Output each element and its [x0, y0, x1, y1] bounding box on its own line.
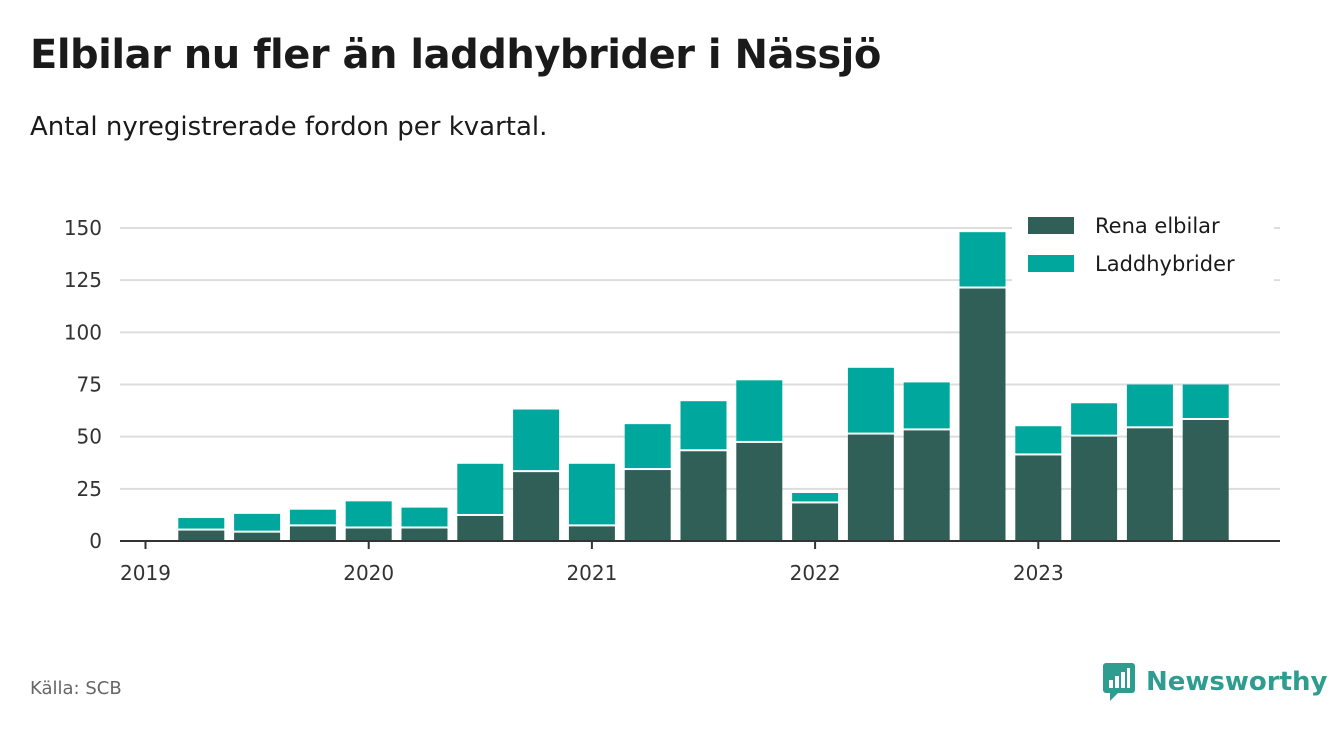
bar-laddhybrider-2023-q2 — [1071, 403, 1118, 435]
bar-laddhybrider-2023-q3 — [1126, 384, 1173, 427]
source-note: Källa: SCB — [30, 678, 122, 699]
axes: 0 25 50 75 100 125 150 2019 2020 2021 2022 2023 — [64, 216, 1280, 585]
bar-laddhybrider-2020-q4 — [513, 409, 560, 471]
bar-rena-elbilar-2023-q4 — [1182, 419, 1229, 541]
bar-laddhybrider-2021-q1 — [568, 463, 615, 525]
bar-laddhybrider-2019-q2 — [178, 518, 225, 529]
bar-laddhybrider-2021-q2 — [624, 424, 671, 469]
y-tick-label-50: 50 — [77, 425, 102, 449]
chart-subtitle: Antal nyregistrerade fordon per kvartal. — [30, 112, 548, 142]
bar-rena-elbilar-2020-q4 — [513, 472, 560, 541]
bar-laddhybrider-2022-q3 — [903, 382, 950, 429]
x-tick-label-2021: 2021 — [566, 561, 617, 585]
bar-rena-elbilar-2022-q3 — [903, 430, 950, 541]
bar-rena-elbilar-2022-q2 — [847, 434, 894, 541]
legend-swatch-rena-elbilar — [1028, 217, 1074, 234]
bar-rena-elbilar-2020-q2 — [401, 528, 448, 541]
newsworthy-logo[interactable]: Newsworthy — [1102, 662, 1327, 702]
bar-rena-elbilar-2019-q4 — [289, 526, 336, 541]
bar-rena-elbilar-2019-q3 — [234, 532, 281, 541]
bar-laddhybrider-2019-q3 — [234, 513, 281, 531]
bar-rena-elbilar-2022-q1 — [792, 503, 839, 541]
bar-rena-elbilar-2021-q3 — [680, 451, 727, 541]
bar-laddhybrider-2022-q2 — [847, 367, 894, 433]
bar-laddhybrider-2021-q4 — [736, 380, 783, 441]
bar-rena-elbilar-2022-q4 — [959, 288, 1006, 541]
bar-laddhybrider-2020-q2 — [401, 507, 448, 527]
x-tick-label-2023: 2023 — [1013, 561, 1064, 585]
bars — [178, 232, 1229, 541]
bar-laddhybrider-2023-q4 — [1182, 384, 1229, 418]
bar-laddhybrider-2022-q4 — [959, 232, 1006, 287]
legend-label-laddhybrider: Laddhybrider — [1095, 252, 1235, 276]
bar-rena-elbilar-2021-q1 — [568, 526, 615, 541]
bar-rena-elbilar-2023-q2 — [1071, 436, 1118, 541]
bar-rena-elbilar-2021-q2 — [624, 470, 671, 541]
bar-laddhybrider-2019-q4 — [289, 509, 336, 525]
bar-laddhybrider-2021-q3 — [680, 401, 727, 450]
x-tick-label-2020: 2020 — [343, 561, 394, 585]
bar-rena-elbilar-2023-q3 — [1126, 428, 1173, 541]
y-tick-label-75: 75 — [77, 373, 102, 397]
y-tick-label-125: 125 — [64, 268, 102, 292]
legend-label-rena-elbilar: Rena elbilar — [1095, 214, 1220, 238]
chart-title: Elbilar nu fler än laddhybrider i Nässjö — [30, 32, 881, 78]
newsworthy-logo-text: Newsworthy — [1146, 667, 1328, 697]
y-tick-label-0: 0 — [89, 529, 102, 553]
y-tick-label-150: 150 — [64, 216, 102, 240]
x-tick-label-2019: 2019 — [120, 561, 171, 585]
x-tick-label-2022: 2022 — [790, 561, 841, 585]
bar-rena-elbilar-2020-q3 — [457, 515, 504, 541]
bar-rena-elbilar-2023-q1 — [1015, 455, 1062, 541]
legend-swatch-laddhybrider — [1028, 255, 1074, 272]
newsworthy-logo-icon — [1103, 663, 1135, 701]
bar-laddhybrider-2023-q1 — [1015, 426, 1062, 454]
legend: Rena elbilar Laddhybrider — [1012, 205, 1274, 283]
y-tick-label-100: 100 — [64, 320, 102, 344]
bar-rena-elbilar-2020-q1 — [345, 528, 392, 541]
bar-rena-elbilar-2021-q4 — [736, 442, 783, 541]
y-tick-label-25: 25 — [77, 477, 102, 501]
bar-laddhybrider-2020-q1 — [345, 501, 392, 527]
bar-laddhybrider-2020-q3 — [457, 463, 504, 514]
bar-laddhybrider-2022-q1 — [792, 493, 839, 502]
bar-rena-elbilar-2019-q2 — [178, 530, 225, 541]
